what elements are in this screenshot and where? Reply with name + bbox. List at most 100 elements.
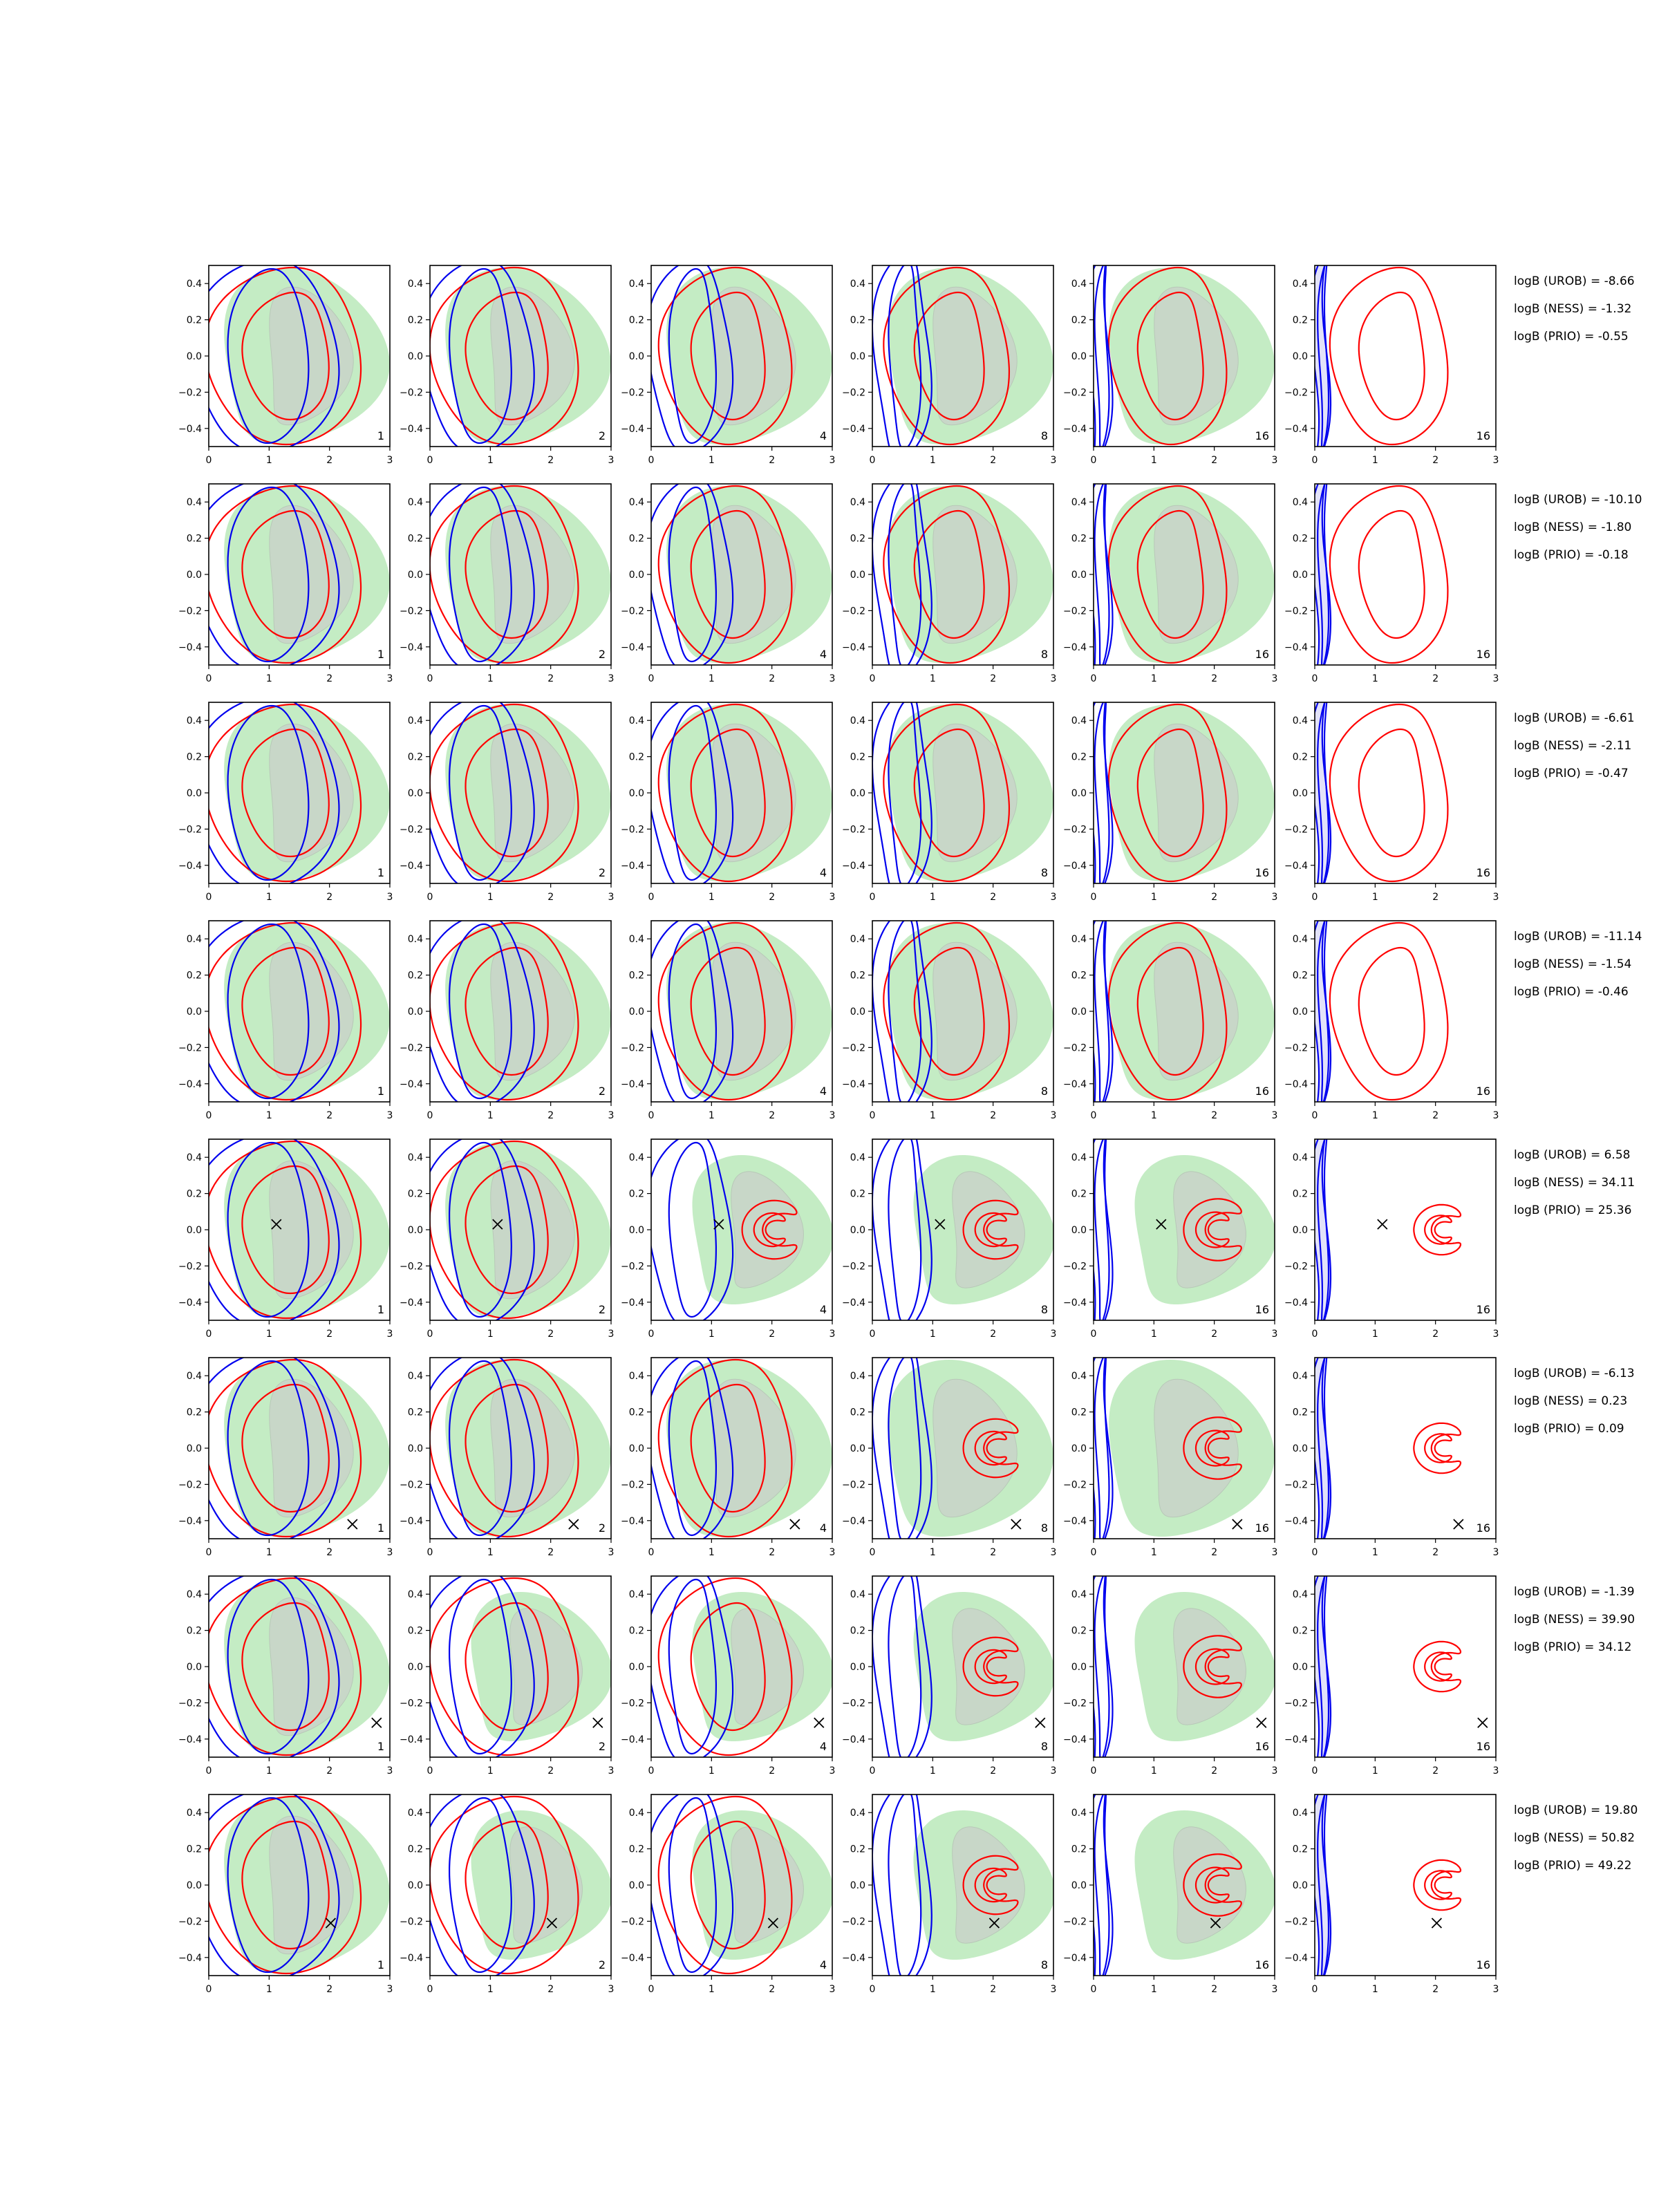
y-tick-label: −0.2 bbox=[1063, 1698, 1087, 1709]
y-tick-label: 0.2 bbox=[1293, 1407, 1308, 1418]
x-tick-label: 2 bbox=[547, 1984, 554, 1995]
x-tick-label: 0 bbox=[870, 1765, 876, 1777]
x-tick-label: 2 bbox=[990, 1547, 996, 1558]
x-tick-label: 1 bbox=[487, 455, 494, 466]
x-tick-label: 2 bbox=[326, 455, 332, 466]
x-tick-label: 2 bbox=[1211, 892, 1217, 903]
logB-annotations-row-5: logB (UROB) = 6.58 logB (NESS) = 34.11 log… bbox=[1514, 1148, 1635, 1217]
blue-contour-outer bbox=[209, 921, 340, 1102]
y-tick-label: 0.4 bbox=[629, 934, 644, 945]
y-tick-label: 0.4 bbox=[629, 1808, 644, 1819]
axes-frame bbox=[1314, 1357, 1497, 1539]
blue-contour-outer bbox=[651, 1576, 734, 1757]
y-ticks: 0.4 0.2 0.0 −0.2 −0.4 bbox=[1063, 497, 1094, 653]
red-contour-inner bbox=[1194, 1211, 1230, 1248]
blue-contour-outer bbox=[430, 702, 535, 883]
red-contour-inner bbox=[465, 1383, 549, 1513]
y-tick-label: −0.4 bbox=[178, 861, 202, 872]
red-contour-inner bbox=[690, 728, 766, 858]
blue-contour-inner bbox=[448, 1141, 512, 1318]
x-tick-label: 0 bbox=[1091, 673, 1097, 684]
column-label: 16 bbox=[1255, 648, 1269, 661]
blue-contour-outer bbox=[430, 1358, 535, 1539]
true-parameter-marker bbox=[592, 1717, 603, 1728]
y-tick-label: 0.2 bbox=[1293, 315, 1308, 326]
x-tick-label: 1 bbox=[1372, 1329, 1378, 1340]
blue-contour-inner bbox=[888, 1358, 922, 1539]
subplot-r2-c1: 0 1 2 3 0.4 0.2 0.0 −0.2 −0.4 1 bbox=[178, 483, 393, 684]
y-ticks: 0.4 0.2 0.0 −0.2 −0.4 bbox=[621, 715, 651, 872]
red-contour-inner bbox=[690, 1602, 766, 1732]
subplot-r7-c3: 0 1 2 3 0.4 0.2 0.0 −0.2 −0.4 4 bbox=[621, 1575, 835, 1777]
y-tick-label: −0.4 bbox=[621, 861, 644, 872]
y-ticks: 0.4 0.2 0.0 −0.2 −0.4 bbox=[178, 715, 209, 872]
subplot-contours bbox=[872, 702, 1053, 883]
y-tick-label: −0.2 bbox=[621, 1479, 644, 1490]
y-tick-label: 0.0 bbox=[1071, 788, 1087, 799]
y-tick-label: 0.4 bbox=[408, 715, 423, 727]
y-tick-label: −0.4 bbox=[400, 861, 423, 872]
y-tick-label: −0.4 bbox=[178, 1734, 202, 1745]
subplot-r7-c5: 0 1 2 3 0.4 0.2 0.0 −0.2 −0.4 16 bbox=[1063, 1575, 1277, 1777]
subplot-contours bbox=[872, 1358, 1053, 1539]
target-density-inner bbox=[731, 1171, 804, 1288]
column-label: 16 bbox=[1477, 1085, 1490, 1098]
x-tick-label: 3 bbox=[1272, 455, 1278, 466]
y-tick-label: 0.4 bbox=[1071, 1589, 1087, 1600]
y-tick-label: 0.4 bbox=[187, 715, 202, 727]
y-tick-label: −0.2 bbox=[1063, 1261, 1087, 1272]
x-tick-label: 1 bbox=[709, 1765, 715, 1777]
blue-contour-inner bbox=[227, 704, 310, 881]
subplot-r3-c3: 0 1 2 3 0.4 0.2 0.0 −0.2 −0.4 4 bbox=[621, 702, 835, 903]
red-contour-inner bbox=[241, 509, 330, 639]
y-tick-label: 0.0 bbox=[1293, 1443, 1308, 1454]
subplot-contours bbox=[209, 265, 390, 447]
x-tick-label: 0 bbox=[870, 455, 876, 466]
blue-contour-outer bbox=[651, 1358, 734, 1539]
y-tick-label: 0.4 bbox=[850, 1589, 865, 1600]
x-tick-label: 1 bbox=[709, 673, 715, 684]
y-tick-label: 0.2 bbox=[629, 1407, 644, 1418]
column-label: 2 bbox=[599, 1303, 606, 1316]
y-tick-label: −0.2 bbox=[178, 1479, 202, 1490]
x-tick-label: 0 bbox=[206, 892, 212, 903]
y-tick-label: −0.2 bbox=[621, 1042, 644, 1053]
y-tick-label: 0.0 bbox=[629, 788, 644, 799]
subplot-r4-c5: 0 1 2 3 0.4 0.2 0.0 −0.2 −0.4 16 bbox=[1063, 920, 1277, 1121]
x-ticks: 0 1 2 3 bbox=[206, 447, 393, 466]
y-tick-label: 0.4 bbox=[1293, 1589, 1308, 1600]
x-tick-label: 2 bbox=[326, 892, 332, 903]
y-tick-label: 0.2 bbox=[1071, 971, 1087, 982]
y-tick-label: −0.2 bbox=[621, 387, 644, 398]
y-ticks: 0.4 0.2 0.0 −0.2 −0.4 bbox=[178, 1152, 209, 1309]
y-ticks: 0.4 0.2 0.0 −0.2 −0.4 bbox=[621, 1152, 651, 1309]
y-tick-label: −0.4 bbox=[842, 1734, 865, 1745]
y-tick-label: 0.4 bbox=[187, 1371, 202, 1382]
x-tick-label: 0 bbox=[427, 455, 433, 466]
y-tick-label: 0.0 bbox=[850, 1880, 865, 1891]
x-ticks: 0 1 2 3 bbox=[1091, 1320, 1277, 1340]
y-ticks: 0.4 0.2 0.0 −0.2 −0.4 bbox=[1063, 1152, 1094, 1309]
subplot-contours bbox=[209, 702, 390, 883]
y-tick-label: −0.2 bbox=[400, 1042, 423, 1053]
x-tick-label: 2 bbox=[1211, 1765, 1217, 1777]
red-contour-inner bbox=[465, 1602, 549, 1732]
y-tick-label: 0.4 bbox=[629, 1152, 644, 1163]
y-tick-label: 0.4 bbox=[1293, 1808, 1308, 1819]
logB-annotations-row-6: logB (UROB) = -6.13 logB (NESS) = 0.23 log… bbox=[1514, 1367, 1635, 1436]
subplot-contours bbox=[430, 1576, 611, 1757]
subplot-r2-c5: 0 1 2 3 0.4 0.2 0.0 −0.2 −0.4 16 bbox=[1063, 483, 1277, 684]
red-contour-inner bbox=[753, 1212, 786, 1248]
red-contour-inner bbox=[465, 509, 549, 639]
x-tick-label: 3 bbox=[608, 1547, 615, 1558]
subplot-contours bbox=[1315, 1139, 1462, 1320]
y-tick-label: −0.4 bbox=[621, 642, 644, 653]
subplot-r3-c5: 0 1 2 3 0.4 0.2 0.0 −0.2 −0.4 16 bbox=[1063, 702, 1277, 903]
subplot-contours bbox=[1094, 1794, 1275, 1976]
y-tick-label: 0.0 bbox=[408, 570, 423, 581]
x-tick-label: 3 bbox=[1493, 1765, 1499, 1777]
y-tick-label: 0.2 bbox=[187, 1407, 202, 1418]
column-label: 1 bbox=[377, 648, 384, 661]
subplot-r7-c1: 0 1 2 3 0.4 0.2 0.0 −0.2 −0.4 1 bbox=[178, 1575, 393, 1777]
x-tick-label: 3 bbox=[1493, 1329, 1499, 1340]
